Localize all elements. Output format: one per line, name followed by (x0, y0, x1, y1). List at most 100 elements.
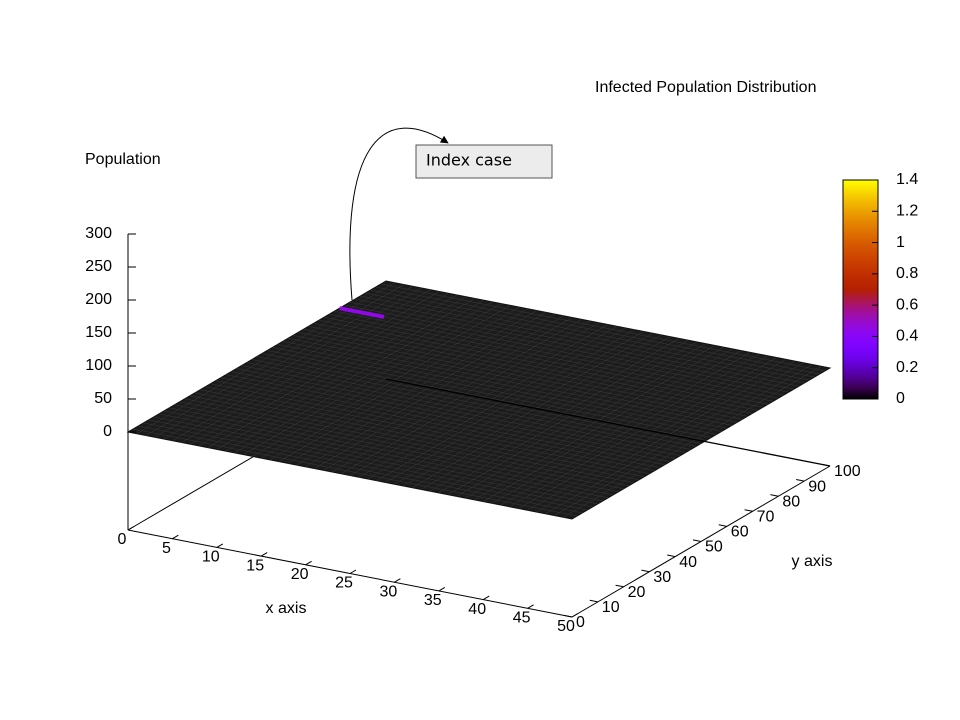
mesh-line (456, 345, 715, 497)
mesh-line (367, 327, 626, 480)
annotation: Index case (426, 151, 512, 170)
y-tick (641, 569, 650, 573)
x-tick-label: 35 (424, 592, 442, 609)
y-tick-label: 70 (757, 509, 775, 526)
mesh-line (554, 364, 813, 516)
x-tick-label: 50 (557, 618, 575, 635)
colorbar-tick-label: 1 (896, 234, 905, 251)
mesh-line (267, 350, 712, 438)
x-tick (438, 586, 446, 592)
x-tick (216, 543, 224, 548)
y-tick (770, 494, 779, 497)
x-tick-label: 45 (513, 610, 531, 627)
y-tick-label: 80 (782, 493, 800, 510)
mesh-line (318, 320, 763, 408)
z-tick-label: 50 (94, 390, 112, 407)
z-tick-label: 100 (85, 357, 112, 374)
y-tick (589, 599, 598, 603)
surface-mesh (133, 282, 825, 518)
mesh-line (527, 359, 786, 511)
mesh-line (420, 338, 680, 490)
mesh-line (277, 344, 722, 432)
y-axis-label: y axis (792, 553, 833, 570)
y-tick-label: 20 (628, 584, 646, 601)
mesh-line (474, 348, 733, 501)
y-tick-label: 0 (576, 614, 585, 631)
mesh-line (376, 329, 635, 481)
z-tick-label: 0 (103, 423, 112, 440)
mesh-line (394, 332, 653, 485)
y-tick-label: 10 (602, 599, 620, 616)
mesh-line (308, 326, 753, 414)
mesh-line (438, 341, 697, 494)
y-tick (667, 554, 676, 558)
y-tick (718, 524, 727, 527)
colorbar-tick-label: 1.4 (896, 171, 918, 188)
mesh-line (358, 326, 618, 478)
mesh-line (447, 343, 706, 495)
mesh-line (385, 331, 644, 483)
hotspot (339, 306, 385, 319)
x-tick-label: 0 (118, 531, 127, 548)
mesh-line (483, 350, 742, 502)
mesh-line (344, 304, 789, 393)
mesh-line (491, 352, 751, 504)
x-tick-label: 30 (380, 583, 398, 600)
colorbar-tick-label: 0.2 (896, 359, 918, 376)
x-tick (527, 604, 534, 609)
mesh-line (365, 292, 810, 381)
x-tick-label: 40 (468, 601, 486, 618)
z-tick-label: 150 (85, 324, 112, 341)
colorbar-tick-label: 0.4 (896, 328, 918, 345)
x-tick (349, 569, 357, 574)
mesh-line (298, 332, 743, 420)
x-tick (305, 560, 312, 566)
x-tick-label: 25 (335, 575, 353, 592)
colorbar-tick-label: 0 (896, 390, 905, 407)
y-tick (615, 584, 624, 588)
x-tick-label: 10 (202, 549, 220, 566)
mesh-line (518, 357, 777, 509)
mesh-line (313, 323, 758, 411)
mesh-line (303, 329, 748, 417)
mesh-line (287, 338, 733, 426)
mesh-line (375, 286, 820, 375)
x-tick (482, 595, 490, 601)
mesh-line (500, 353, 760, 506)
y-tick-label: 40 (679, 554, 697, 571)
colorbar-tick-label: 0.6 (896, 296, 918, 313)
colorbar (842, 179, 879, 400)
y-tick (692, 539, 702, 542)
mesh-line (293, 335, 738, 423)
z-axis-label: Population (85, 151, 161, 168)
mesh-line (272, 347, 717, 435)
mesh-line (334, 310, 779, 399)
annotation-box (415, 144, 553, 179)
floor-edge (385, 378, 831, 467)
mesh-line (370, 289, 815, 378)
mesh-line (339, 307, 784, 396)
x-tick-label: 20 (291, 566, 309, 583)
y-tick-label: 90 (808, 478, 826, 495)
mesh-line (354, 298, 800, 387)
mesh-line (360, 295, 805, 384)
mesh-line (412, 336, 671, 488)
x-tick (394, 578, 401, 583)
mesh-line (509, 355, 768, 508)
x-tick (172, 534, 179, 540)
y-tick-label: 60 (731, 524, 749, 541)
mesh-line (256, 356, 702, 444)
z-tick-label: 200 (85, 291, 112, 308)
y-tick (563, 614, 573, 618)
mesh-line (282, 341, 727, 429)
x-axis-label: x axis (266, 600, 307, 617)
x-tick (260, 552, 268, 557)
y-tick-label: 100 (834, 463, 861, 480)
mesh-line (465, 346, 724, 499)
colorbar-tick-label: 0.8 (896, 265, 918, 282)
y-tick (744, 509, 753, 512)
mesh-line (536, 360, 795, 513)
